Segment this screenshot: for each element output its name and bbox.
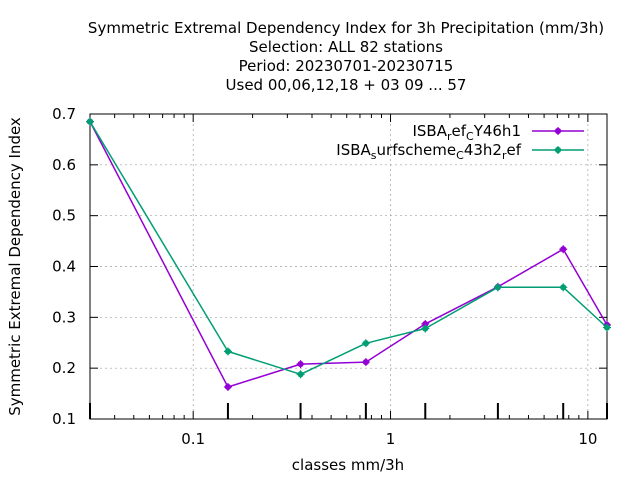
y-tick-label: 0.3: [52, 308, 76, 326]
x-tick-label: 0.1: [181, 430, 205, 448]
series: [86, 117, 611, 391]
x-axis-label: classes mm/3h: [292, 456, 404, 474]
y-axis-label: Symmetric Extremal Dependency Index: [6, 117, 24, 416]
series-line: [89, 121, 608, 376]
title-line: Symmetric Extremal Dependency Index for …: [88, 19, 604, 37]
x-tick-label: 10: [578, 430, 597, 448]
legend-label-part: ISBA: [412, 122, 447, 140]
legend-label-part: urfscheme: [377, 141, 457, 159]
legend-label-part: Y46h1: [473, 122, 521, 140]
series-2: [86, 117, 611, 379]
x-axis: 0.1 1 10: [89, 114, 608, 448]
series-line: [89, 121, 608, 388]
title-line: Selection: ALL 82 stations: [249, 38, 443, 56]
title-line: Used 00,06,12,18 + 03 09 ... 57: [226, 76, 467, 94]
legend-label: ISBAsurfschemeC43h2ref: [336, 141, 521, 162]
legend-label-part: r: [447, 130, 452, 143]
y-tick-label: 0.4: [52, 258, 76, 276]
y-tick-label: 0.2: [52, 359, 76, 377]
legend-label-part: ef: [451, 122, 466, 140]
y-tick-label: 0.5: [52, 207, 76, 225]
legend-label-part: C: [456, 149, 464, 162]
legend-label-part: ef: [506, 141, 521, 159]
y-tick-label: 0.6: [52, 156, 76, 174]
legend-label-part: C: [466, 130, 474, 143]
x-tick-label: 1: [386, 430, 396, 448]
legend-label-part: ISBA: [336, 141, 371, 159]
legend-label-part: s: [371, 149, 377, 162]
y-tick-label: 0.7: [52, 105, 76, 123]
legend-label: ISBArefCY46h1: [412, 122, 521, 143]
y-axis: 0.1 0.2 0.3 0.4 0.5 0.6 0.7: [52, 105, 607, 428]
plot-frame: [89, 113, 608, 420]
y-tick-label: 0.1: [52, 410, 76, 428]
chart-title: Symmetric Extremal Dependency Index for …: [88, 19, 604, 94]
legend-label-part: r: [502, 149, 507, 162]
title-line: Period: 20230701-20230715: [239, 57, 454, 75]
legend-label-part: 43h2: [464, 141, 502, 159]
grid: [90, 114, 607, 419]
